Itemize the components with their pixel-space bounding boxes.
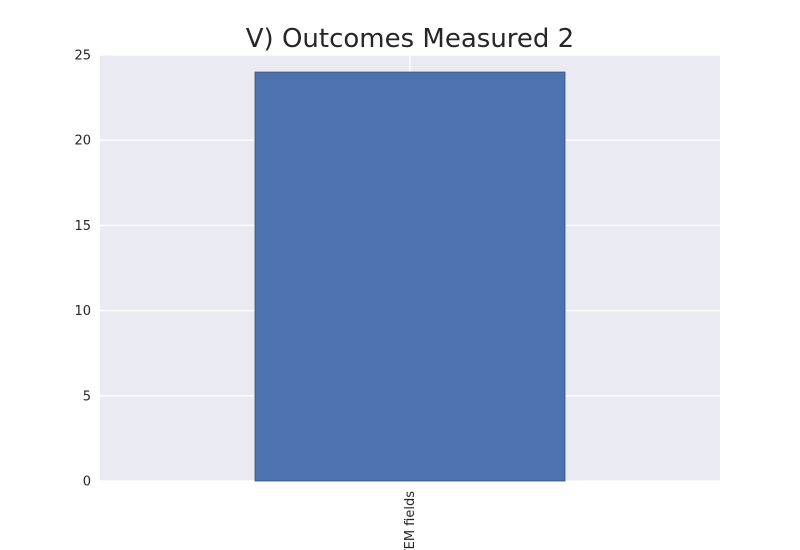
y-tick-label: 0 xyxy=(83,475,91,490)
bar-stem-fields xyxy=(254,71,566,482)
y-tick-label: 25 xyxy=(74,49,91,64)
x-axis-ticks: STEM fields xyxy=(403,491,418,550)
y-axis-ticks: 0 5 10 15 20 25 xyxy=(74,49,91,490)
y-tick-label: 20 xyxy=(74,134,91,149)
y-tick-label: 5 xyxy=(83,389,91,404)
y-tick-label: 10 xyxy=(74,304,91,319)
y-tick-label: 15 xyxy=(74,219,91,234)
bars xyxy=(254,71,566,482)
chart-title: V) Outcomes Measured 2 xyxy=(246,24,574,54)
x-tick-label: STEM fields xyxy=(403,491,418,550)
